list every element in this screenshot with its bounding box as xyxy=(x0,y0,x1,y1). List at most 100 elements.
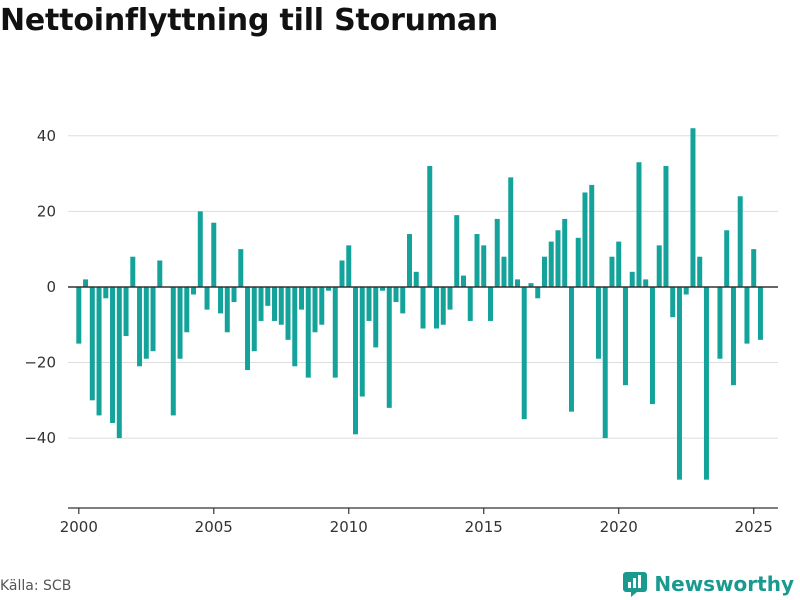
data-bar xyxy=(157,260,163,287)
data-bar xyxy=(481,245,487,287)
data-bar xyxy=(83,279,89,287)
data-bar xyxy=(130,256,136,287)
data-bar xyxy=(197,211,203,287)
data-bar xyxy=(508,177,514,287)
data-bar xyxy=(366,286,372,321)
data-bar xyxy=(413,271,419,287)
data-bar xyxy=(589,184,595,287)
data-bar xyxy=(211,222,217,287)
data-bar xyxy=(231,286,237,303)
chart-title: Nettoinflyttning till Storuman xyxy=(0,3,499,38)
y-tick-label: −20 xyxy=(24,354,56,372)
data-bar xyxy=(116,286,122,439)
x-tick-label: 2000 xyxy=(60,518,98,536)
x-tick-label: 2015 xyxy=(465,518,503,536)
data-bar xyxy=(373,286,379,348)
data-bar xyxy=(434,286,439,329)
data-bar xyxy=(177,286,183,359)
data-bar xyxy=(501,256,507,287)
data-bar xyxy=(562,218,568,287)
y-tick-label: 0 xyxy=(46,278,56,296)
data-bar xyxy=(380,286,386,291)
data-bar xyxy=(582,192,588,287)
data-bar xyxy=(649,286,655,405)
data-bar xyxy=(137,286,143,367)
data-bar xyxy=(717,286,723,359)
data-bar xyxy=(656,245,662,287)
data-bar xyxy=(332,286,338,378)
data-bar xyxy=(744,286,750,344)
data-bar xyxy=(265,286,271,306)
data-bar xyxy=(683,286,689,295)
data-bar xyxy=(393,286,399,303)
data-bar xyxy=(535,286,541,299)
data-bar xyxy=(285,286,291,340)
data-bar xyxy=(191,286,197,295)
data-bar xyxy=(487,286,493,321)
data-bar xyxy=(676,286,682,480)
x-tick-label: 2005 xyxy=(195,518,233,536)
x-tick-label: 2025 xyxy=(735,518,773,536)
y-tick-label: −40 xyxy=(24,429,56,447)
data-bar xyxy=(123,286,129,337)
data-bar xyxy=(184,286,190,333)
data-bar xyxy=(703,286,709,480)
data-bar xyxy=(629,271,635,287)
data-bar xyxy=(724,230,730,287)
data-bar xyxy=(218,286,224,314)
data-bar xyxy=(595,286,601,359)
data-bar xyxy=(386,286,392,408)
data-bar xyxy=(427,166,433,287)
data-bar xyxy=(339,260,345,287)
data-bar xyxy=(319,286,325,325)
data-bar xyxy=(278,286,284,325)
data-bar xyxy=(609,256,615,287)
axes: −40 −20 0 20 40 2000 2005 2010 2015 2020 2025 xyxy=(24,127,778,536)
source-note: Källa: SCB xyxy=(0,578,72,594)
data-bar xyxy=(292,286,298,367)
data-bar xyxy=(757,286,763,340)
data-bar xyxy=(690,128,696,287)
data-bar xyxy=(150,286,156,352)
data-bar xyxy=(238,249,244,287)
data-bar xyxy=(751,249,757,287)
data-bar xyxy=(143,286,149,359)
y-tick-label: 40 xyxy=(37,127,56,145)
data-bar xyxy=(643,279,649,287)
data-bar xyxy=(460,275,466,287)
data-bar xyxy=(359,286,365,397)
data-bar xyxy=(636,162,642,287)
data-bar xyxy=(521,286,527,420)
y-tick-label: 20 xyxy=(37,202,56,220)
data-bar xyxy=(326,286,332,291)
data-bar xyxy=(110,286,116,423)
data-bar xyxy=(400,286,406,314)
bar-series xyxy=(76,128,763,480)
data-bar xyxy=(251,286,257,352)
data-bar xyxy=(514,279,520,287)
grid-lines xyxy=(68,135,778,439)
data-bar xyxy=(420,286,426,329)
data-bar xyxy=(737,196,743,287)
x-tick-label: 2020 xyxy=(600,518,638,536)
data-bar xyxy=(622,286,628,386)
data-bar xyxy=(467,286,473,321)
data-bar xyxy=(575,237,581,287)
data-bar xyxy=(548,241,554,287)
data-bar xyxy=(528,283,534,287)
brand-logo[interactable]: Newsworthy xyxy=(622,569,794,599)
data-bar xyxy=(76,286,82,344)
data-bar xyxy=(353,286,359,435)
data-bar xyxy=(305,286,311,378)
data-bar xyxy=(258,286,264,321)
brand-name: Newsworthy xyxy=(654,572,794,596)
data-bar xyxy=(616,241,622,287)
data-bar xyxy=(89,286,95,401)
data-bar xyxy=(555,230,561,287)
data-bar xyxy=(697,256,703,287)
data-bar xyxy=(730,286,736,386)
data-bar xyxy=(407,234,412,287)
data-bar xyxy=(346,245,352,287)
x-tick-label: 2010 xyxy=(330,518,368,536)
